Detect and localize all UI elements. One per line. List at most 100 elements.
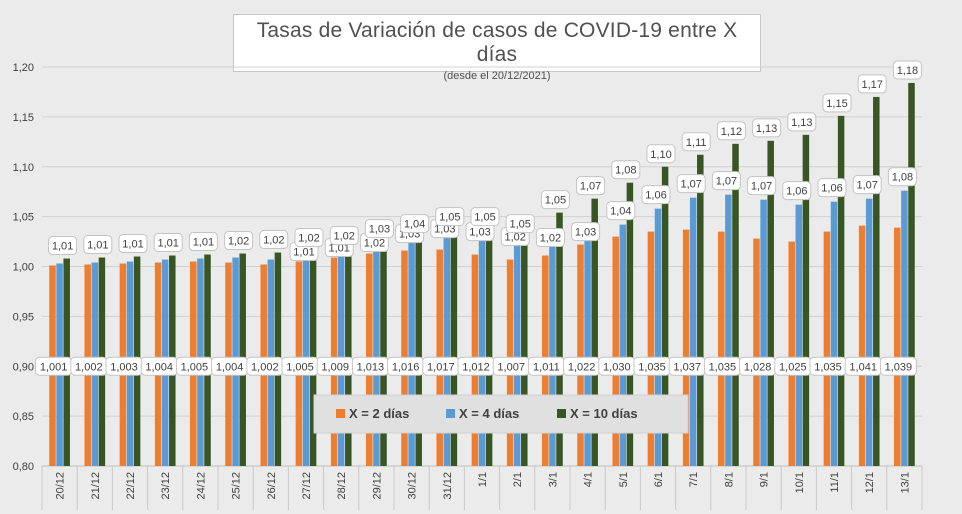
x-tick-label: 31/12: [442, 472, 454, 500]
data-label: 1,02: [298, 233, 319, 245]
data-label: 1,02: [364, 238, 385, 250]
data-label-box: [711, 171, 741, 191]
data-label: 1,01: [122, 239, 143, 251]
bar: [823, 231, 831, 466]
bar: [682, 229, 690, 466]
data-label: 1,03: [575, 227, 596, 239]
bar: [689, 197, 697, 467]
chart-title: Tasas de Variación de casos de COVID-19 …: [256, 19, 738, 66]
data-label: 1,035: [814, 361, 842, 373]
data-label-box: [887, 167, 917, 187]
bar: [894, 227, 901, 466]
data-label: 1,07: [856, 180, 877, 192]
data-label-box: [364, 219, 394, 239]
data-label: 1,002: [251, 361, 279, 373]
data-label-box: [505, 214, 535, 234]
x-tick-label: 11/1: [829, 472, 841, 493]
data-label-box: [646, 144, 676, 164]
bar: [858, 225, 866, 466]
data-label-box: [879, 356, 917, 376]
data-label: 1,07: [751, 181, 772, 193]
title-box: Tasas de Variación de casos de COVID-19 …: [233, 14, 761, 82]
bar: [380, 241, 387, 466]
x-tick-label: 30/12: [407, 472, 419, 500]
y-tick-label: 0,80: [13, 461, 34, 473]
data-label-box: [540, 190, 570, 210]
data-label-box: [400, 214, 430, 234]
data-label: 1,08: [892, 172, 913, 184]
bar: [753, 238, 760, 466]
data-label: 1,01: [193, 237, 214, 249]
data-label: 1,004: [145, 361, 173, 373]
data-label-box: [188, 232, 218, 252]
data-label: 1,02: [540, 233, 561, 245]
data-label-box: [852, 175, 882, 195]
bar: [647, 231, 655, 466]
y-tick-label: 1,10: [13, 162, 34, 174]
data-label: 1,13: [756, 123, 777, 135]
x-tick-label: 13/1: [899, 472, 911, 493]
bar: [626, 182, 634, 466]
x-tick-label: 9/1: [759, 472, 771, 487]
x-tick-label: 12/1: [864, 472, 876, 493]
data-label: 1,003: [110, 361, 138, 373]
data-label: 1,04: [404, 219, 425, 231]
bar: [619, 224, 627, 466]
legend-box: [313, 394, 689, 434]
bar: [795, 204, 803, 466]
x-tick-label: 25/12: [231, 472, 243, 500]
bar: [591, 198, 598, 467]
bar: [788, 241, 795, 466]
x-tick-label: 23/12: [160, 472, 172, 500]
bar: [873, 96, 880, 467]
x-tick-label: 3/1: [547, 472, 559, 487]
x-tick-label: 2/1: [512, 472, 524, 487]
bar: [760, 199, 767, 467]
data-label: 1,02: [504, 232, 525, 244]
data-label: 1,011: [533, 361, 560, 373]
data-label-box: [118, 234, 148, 254]
x-tick-label: 5/1: [618, 472, 630, 487]
data-label-box: [747, 176, 777, 196]
y-tick-label: 1,20: [13, 62, 34, 74]
data-label: 1,13: [791, 117, 812, 129]
legend-label: X = 2 días: [349, 406, 409, 421]
data-label: 1,025: [779, 361, 807, 373]
data-label: 1,03: [434, 224, 455, 236]
bar: [661, 166, 669, 466]
data-label: 1,022: [568, 361, 596, 373]
bar: [802, 134, 810, 466]
data-label: 1,030: [603, 361, 631, 373]
x-tick-label: 22/12: [125, 472, 137, 500]
bar: [415, 236, 422, 466]
data-label-box: [435, 207, 465, 227]
data-label-box: [571, 222, 601, 242]
data-label: 1,02: [228, 236, 249, 248]
data-label: 1,05: [545, 195, 566, 207]
data-label-box: [576, 176, 606, 196]
data-label-box: [752, 118, 782, 138]
x-tick-label: 8/1: [723, 472, 735, 487]
bar: [612, 236, 619, 466]
data-label: 1,041: [849, 361, 877, 373]
bar: [443, 234, 451, 466]
bar: [837, 115, 845, 466]
data-label-box: [83, 235, 113, 255]
data-label: 1,12: [721, 126, 742, 138]
data-label: 1,06: [786, 186, 807, 198]
bar: [513, 242, 521, 466]
bar: [577, 244, 584, 466]
data-label-box: [294, 228, 324, 248]
data-label: 1,10: [650, 149, 671, 161]
legend-swatch: [557, 409, 566, 418]
y-tick-label: 1,00: [13, 262, 34, 274]
data-label: 1,05: [439, 212, 460, 224]
data-label: 1,013: [357, 361, 385, 373]
legend-label: X = 10 días: [570, 406, 638, 421]
x-tick-label: 26/12: [266, 472, 278, 500]
data-label: 1,01: [293, 247, 314, 259]
bar: [408, 239, 415, 466]
data-label: 1,035: [709, 361, 737, 373]
data-label: 1,037: [673, 361, 701, 373]
